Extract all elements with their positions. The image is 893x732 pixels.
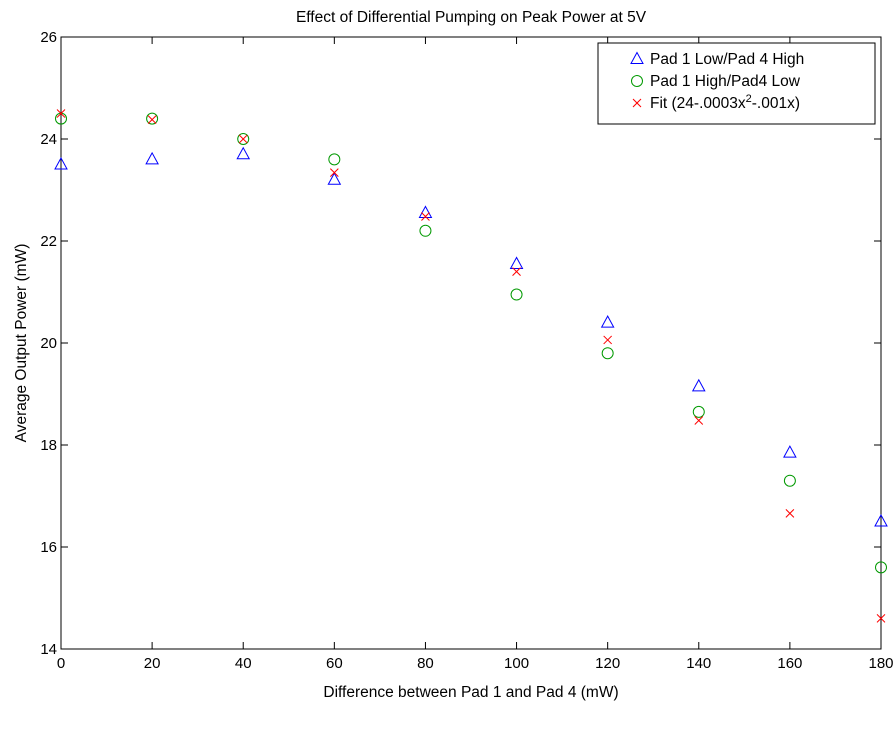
data-point-x [876,614,886,623]
data-point-x [785,508,795,518]
data-point-triangle [600,315,615,328]
x-tick-label: 120 [595,655,620,672]
data-point-x [512,267,521,276]
x-tick-label: 160 [777,655,802,672]
data-point-triangle [874,513,888,527]
axis-ticks [60,36,882,650]
data-point-x [56,109,66,118]
data-points [54,109,888,623]
legend-marker-x [632,98,642,108]
data-point-triangle [509,256,524,269]
x-tick-label: 180 [868,655,893,672]
tick-labels: 0 20 40 60 80 100 120 140 160 180 14 16 18 20 22 24 26 [40,29,893,672]
legend-marker-triangle [630,51,644,64]
data-point-circle [237,133,250,145]
y-tick-label: 22 [40,233,57,250]
data-point-triangle [691,378,706,392]
data-point-circle [783,474,796,487]
legend-fit-superscript: 2 [746,93,752,105]
x-tick-label: 60 [326,655,343,672]
x-tick-label: 0 [57,655,65,672]
data-point-triangle [418,205,433,218]
data-point-circle [419,224,432,237]
data-point-circle [875,561,887,574]
y-tick-label: 20 [40,335,57,352]
data-point-circle [601,347,614,360]
x-tick-label: 20 [144,655,161,672]
data-point-circle [692,405,705,418]
y-tick-label: 18 [40,437,57,454]
y-tick-label: 16 [40,539,57,556]
y-axis-label: Average Output Power (mW) [13,244,30,443]
data-point-circle [146,112,159,125]
data-point-circle [328,153,341,166]
legend-box [597,42,876,125]
legend-fit-suffix: -.001x) [752,95,800,112]
data-point-x [329,168,339,178]
legend-markers [630,51,644,108]
data-point-x [603,335,613,345]
legend-label-fit: Fit (24-.0003x2-.001x) [650,93,800,112]
legend-label-pad1-low: Pad 1 Low/Pad 4 High [650,51,804,68]
data-point-circle [510,288,523,301]
plot-area [60,36,882,650]
data-point-triangle [236,146,251,160]
data-point-x [147,115,157,124]
x-tick-label: 100 [504,655,529,672]
data-point-x [694,416,704,425]
data-point-x [421,212,430,221]
x-tick-label: 80 [417,655,434,672]
legend-marker-circle [631,75,643,87]
legend-label-pad1-high: Pad 1 High/Pad4 Low [650,73,801,90]
legend: Pad 1 Low/Pad 4 High Pad 1 High/Pad4 Low… [597,42,876,125]
y-tick-label: 24 [40,131,57,148]
legend-fit-prefix: Fit (24-.0003x [650,95,746,112]
x-axis-label: Difference between Pad 1 and Pad 4 (mW) [323,684,618,701]
data-point-triangle [145,151,159,165]
data-point-triangle [327,172,342,185]
x-tick-label: 140 [686,655,711,672]
y-tick-label: 26 [40,29,57,46]
data-point-x [238,134,248,144]
data-point-triangle [783,445,797,458]
data-point-triangle [54,156,68,170]
x-tick-label: 40 [235,655,252,672]
chart-title: Effect of Differential Pumping on Peak P… [296,9,647,26]
y-tick-label: 14 [40,641,57,658]
